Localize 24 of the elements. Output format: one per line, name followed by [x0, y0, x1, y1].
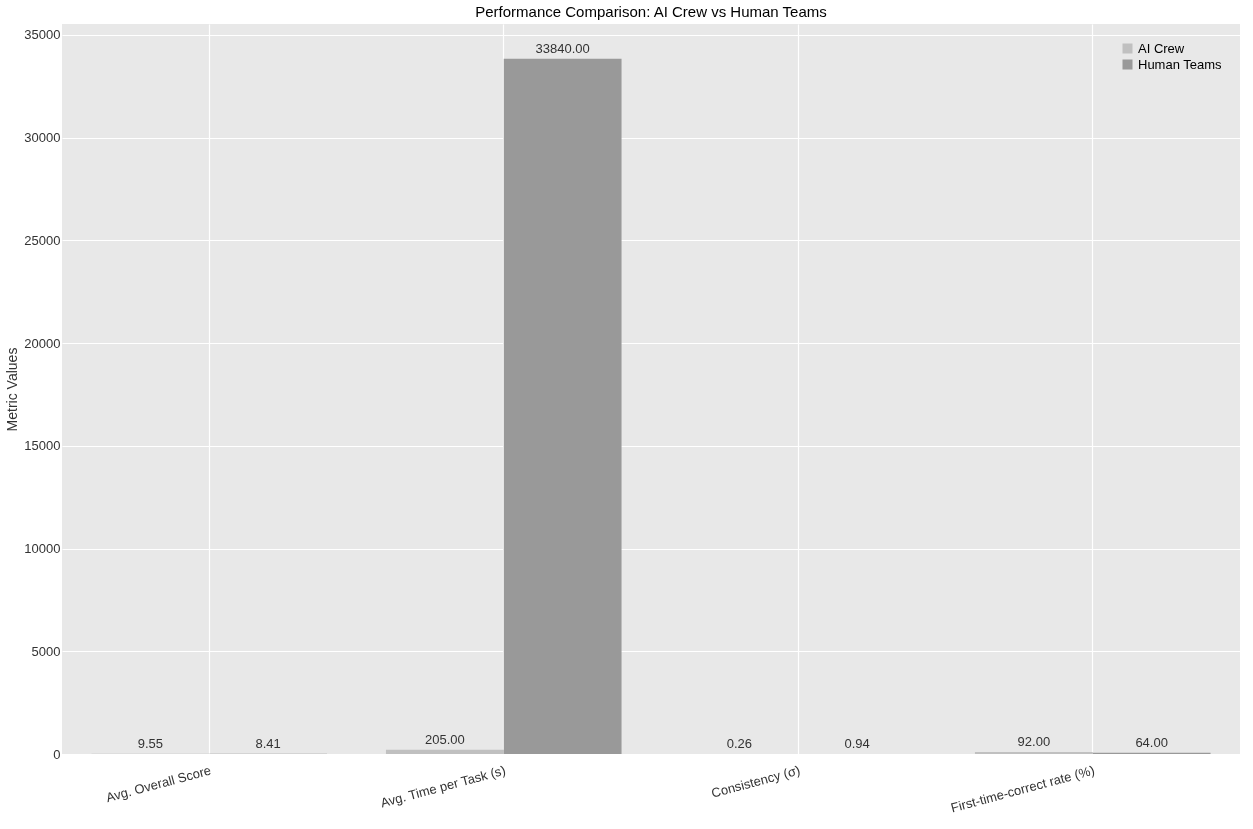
legend-label: Human Teams: [1138, 56, 1223, 72]
data-label: 92.00: [1017, 734, 1051, 750]
y-axis-title: Metric Values: [4, 347, 21, 432]
bar: [503, 58, 622, 754]
x-tick-label: Avg. Time per Task (s): [378, 762, 508, 811]
data-label: 205.00: [424, 731, 465, 747]
data-label: 9.55: [137, 735, 164, 751]
y-tick-label: 10000: [24, 541, 61, 557]
y-tick-label: 25000: [24, 232, 61, 248]
x-tick-label: Avg. Overall Score: [104, 762, 213, 806]
data-label: 33840.00: [535, 40, 590, 56]
data-label: 0.26: [726, 735, 753, 751]
data-label: 8.41: [255, 735, 281, 751]
y-tick-label: 35000: [24, 27, 61, 43]
legend-label: AI Crew: [1138, 40, 1185, 56]
y-tick-label: 5000: [31, 643, 61, 659]
data-label: 64.00: [1135, 734, 1168, 750]
chart-title: Performance Comparison: AI Crew vs Human Teams: [475, 3, 827, 20]
y-tick-label: 20000: [24, 335, 61, 351]
y-tick-label: 15000: [24, 438, 61, 454]
bar: [385, 749, 504, 754]
y-tick-label: 30000: [24, 130, 61, 146]
data-label: 0.94: [844, 735, 870, 751]
y-tick-label: 0: [53, 746, 61, 762]
